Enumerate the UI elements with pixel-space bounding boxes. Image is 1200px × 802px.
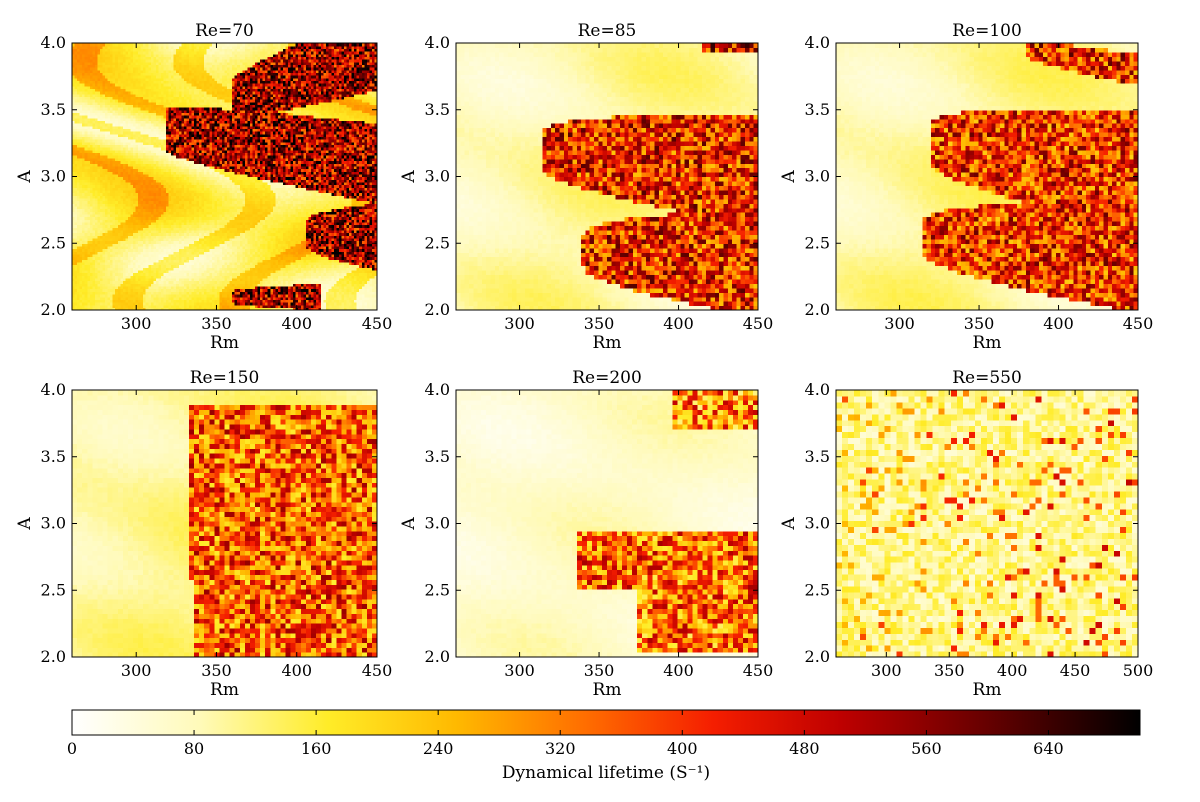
heatmap-figure: 300 350 400 4502.02.53.03.54.0Re=70RmA300 35… (0, 0, 1200, 802)
heatmap-cells (72, 43, 378, 311)
figure: 300 350 400 450 2.0 2.5 3.0 3.5 4.0 Re=70 Rm A 300 35… (0, 0, 1200, 802)
